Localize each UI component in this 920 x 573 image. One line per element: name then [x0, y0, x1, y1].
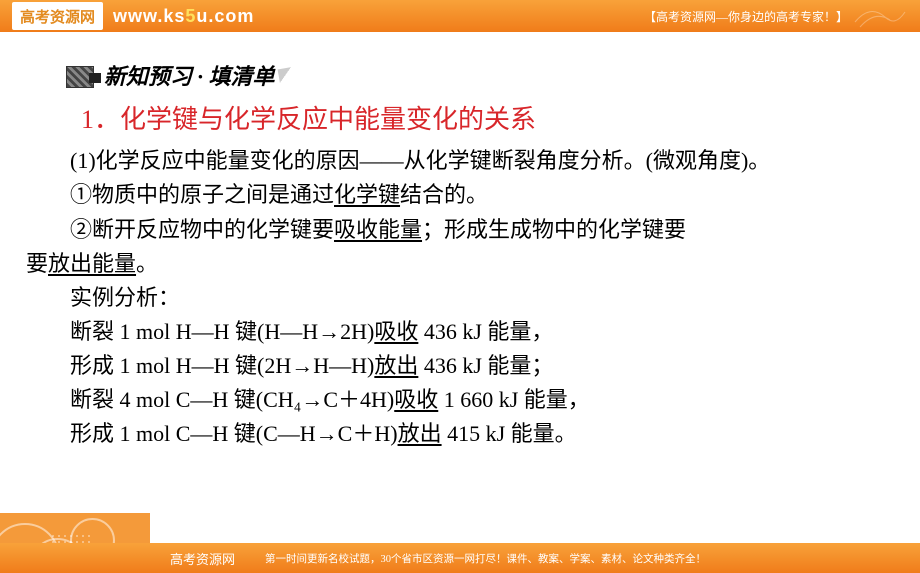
logo-text: 高考资源网: [20, 6, 95, 27]
p7-post: 1 660 kJ 能量，: [438, 387, 590, 412]
paragraph-8: 形成 1 mol C—H 键(C—H→C＋H)放出 415 kJ 能量。: [26, 417, 894, 451]
p8-u: 放出: [398, 421, 442, 446]
decoration-icon: [66, 66, 94, 88]
header-slogan: 【高考资源网—你身边的高考专家！】: [644, 8, 848, 25]
paragraph-7: 断裂 4 mol C—H 键(CH₄→C＋4H)吸收 1 660 kJ 能量，: [26, 383, 894, 417]
swirl-icon: [850, 2, 910, 30]
url-prefix: www.ks: [113, 6, 185, 26]
paragraph-5: 断裂 1 mol H—H 键(H—H→2H)吸收 436 kJ 能量，: [26, 315, 894, 349]
paragraph-6: 形成 1 mol H—H 键(2H→H—H)放出 436 kJ 能量；: [26, 349, 894, 383]
p5-u: 吸收: [374, 319, 418, 344]
url-suffix: u.com: [196, 6, 254, 26]
paragraph-3: ②断开反应物中的化学键要吸收能量；形成生成物中的化学键要: [26, 213, 894, 247]
p7-u: 吸收: [394, 387, 438, 412]
p3-u1: 吸收能量: [334, 217, 422, 242]
footer-bar: 高考资源网 第一时间更新名校试题，30个省市区资源一网打尽！课件、教案、学案、素…: [0, 543, 920, 573]
p3-u2: 放出能量: [48, 251, 136, 276]
p3-mid: ；形成生成物中的化学键要: [422, 217, 686, 242]
paragraph-4: 实例分析：: [26, 281, 894, 315]
p2-post: 结合的。: [400, 182, 488, 207]
url-five: 5: [185, 6, 196, 26]
footer-slogan: 第一时间更新名校试题，30个省市区资源一网打尽！课件、教案、学案、素材、论文种类…: [265, 551, 706, 566]
p2-pre: ①物质中的原子之间是通过: [70, 182, 334, 207]
pencil-icon: [277, 67, 296, 88]
p8-post: 415 kJ 能量。: [442, 421, 577, 446]
p7-pre: 断裂 4 mol C—H 键(CH₄→C＋4H): [70, 387, 394, 412]
p6-u: 放出: [374, 353, 418, 378]
heading-1: 1．化学键与化学反应中能量变化的关系: [81, 100, 894, 140]
p2-underline: 化学键: [334, 182, 400, 207]
section-header: 新知预习 · 填清单: [66, 60, 894, 94]
p3-pre: ②断开反应物中的化学键要: [70, 217, 334, 242]
p6-post: 436 kJ 能量；: [418, 353, 553, 378]
paragraph-2: ①物质中的原子之间是通过化学键结合的。: [26, 178, 894, 212]
p1-text: (1)化学反应中能量变化的原因——从化学键断裂角度分析。(微观角度)。: [70, 148, 770, 173]
p8-pre: 形成 1 mol C—H 键(C—H→C＋H): [70, 421, 398, 446]
paragraph-1: (1)化学反应中能量变化的原因——从化学键断裂角度分析。(微观角度)。: [26, 144, 894, 178]
p6-pre: 形成 1 mol H—H 键(2H→H—H): [70, 353, 374, 378]
p5-pre: 断裂 1 mol H—H 键(H—H→2H): [70, 319, 374, 344]
header-url: www.ks5u.com: [113, 6, 644, 27]
p3-post: 。: [136, 251, 158, 276]
p5-post: 436 kJ 能量，: [418, 319, 553, 344]
header-bar: 高考资源网 www.ks5u.com 【高考资源网—你身边的高考专家！】: [0, 0, 920, 32]
paragraph-3b: 要放出能量。: [26, 247, 894, 281]
document-content: 新知预习 · 填清单 1．化学键与化学反应中能量变化的关系 (1)化学反应中能量…: [0, 32, 920, 461]
footer-logo: 高考资源网: [170, 549, 235, 568]
logo-box: 高考资源网: [12, 2, 103, 30]
section-title: 新知预习 · 填清单: [104, 60, 275, 94]
